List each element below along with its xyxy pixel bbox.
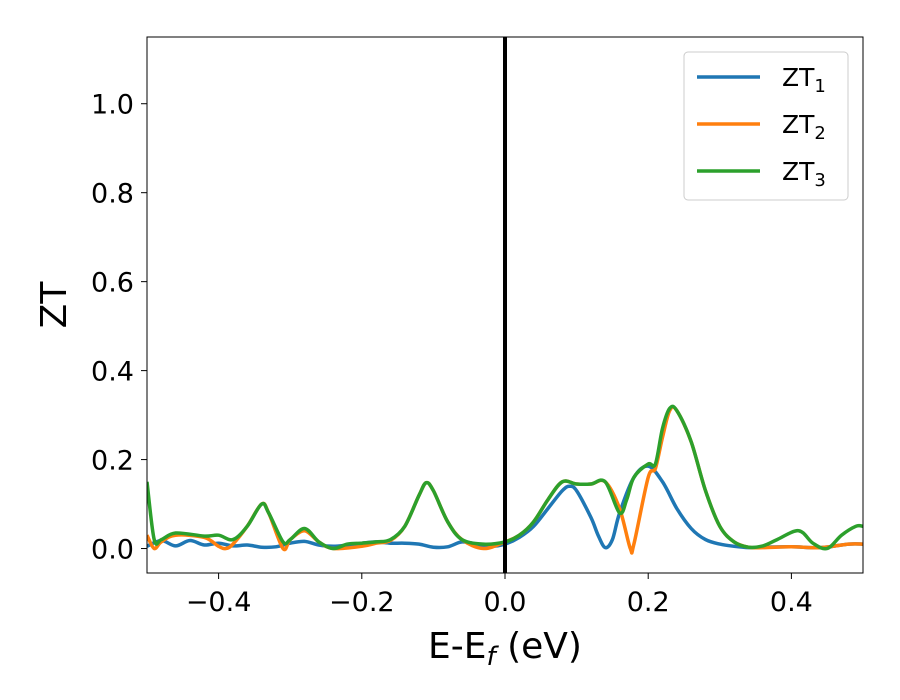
legend-box (683, 51, 849, 201)
x-tick-label: 0.0 (484, 587, 527, 618)
x-tick-label: 0.2 (627, 587, 670, 618)
x-axis-title: E-Ef (eV) (428, 626, 582, 672)
y-axis-ticks: 0.0 0.2 0.4 0.6 0.8 1.0 (91, 90, 147, 566)
legend-label-zt3: ZT3 (782, 157, 826, 191)
y-tick-label: 1.0 (91, 90, 134, 121)
legend-label-zt1: ZT1 (782, 63, 826, 97)
y-tick-label: 0.6 (91, 268, 134, 299)
x-axis-ticks: −0.4 −0.2 0.0 0.2 0.4 (186, 573, 813, 618)
y-tick-label: 0.0 (91, 535, 134, 566)
legend-label-zt2: ZT2 (782, 110, 826, 144)
x-tick-label: −0.4 (186, 587, 252, 618)
x-tick-label: −0.2 (329, 587, 395, 618)
series-line-zt3 (147, 404, 863, 551)
legend: ZT1 ZT2 ZT3 (683, 51, 849, 201)
y-tick-label: 0.8 (91, 179, 134, 210)
y-tick-label: 0.2 (91, 446, 134, 477)
x-tick-label: 0.4 (770, 587, 813, 618)
y-axis-title: ZT (34, 281, 75, 329)
y-tick-label: 0.4 (91, 357, 134, 388)
